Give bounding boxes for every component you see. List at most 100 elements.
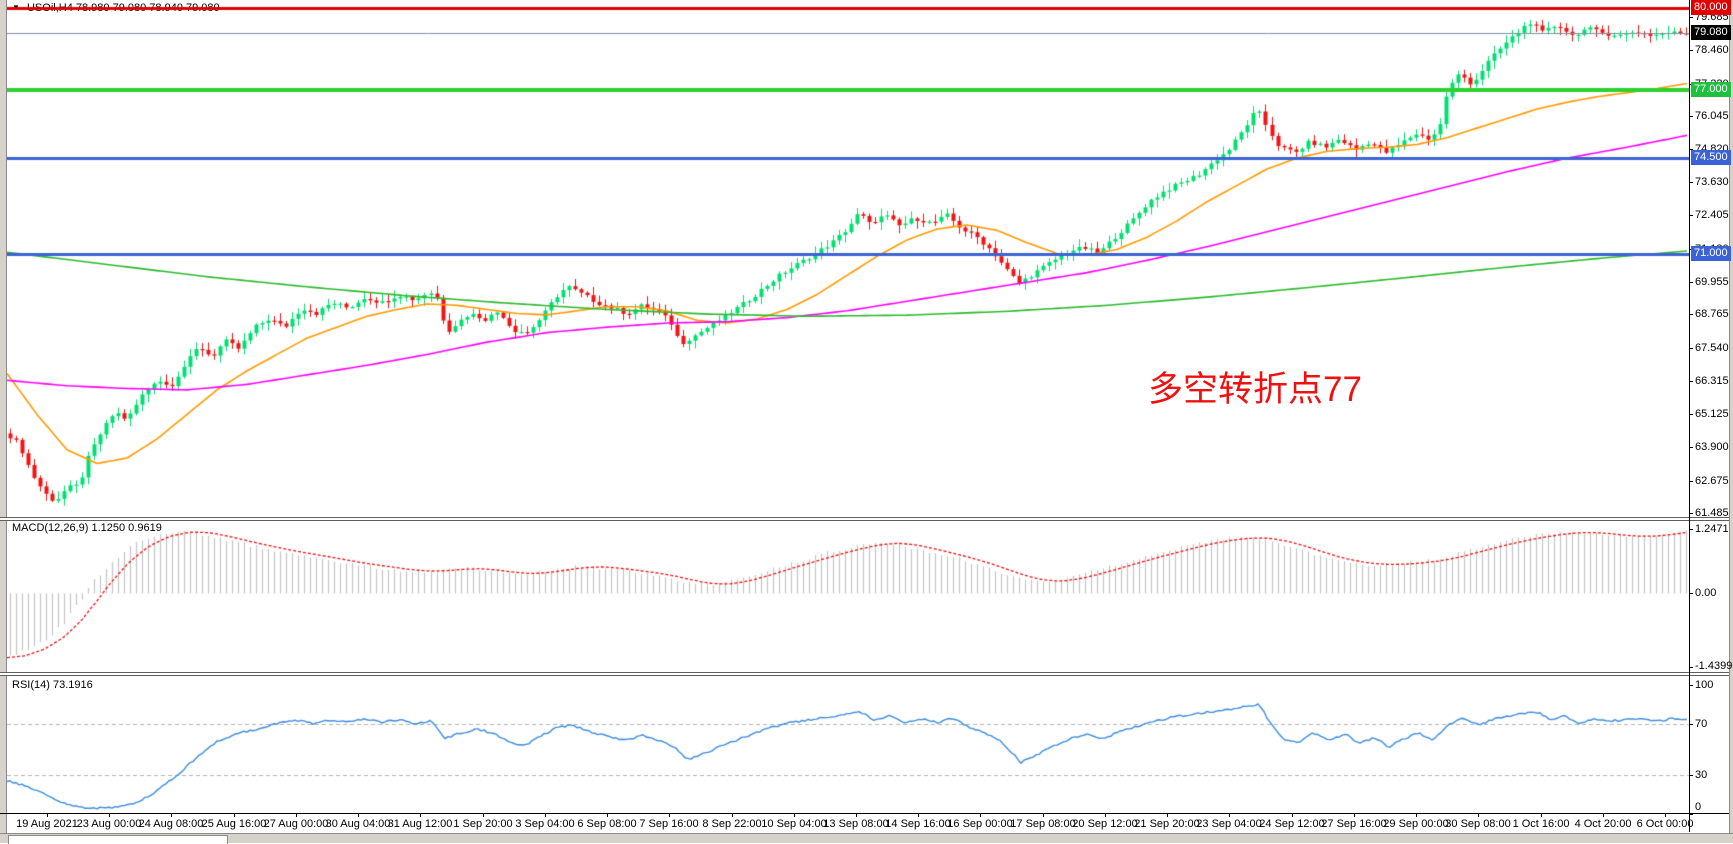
price-tick-label: 76.045 [1695, 110, 1729, 122]
price-tick-label: 74.820 [1695, 143, 1729, 155]
price-badge: 79.080 [1691, 25, 1731, 40]
chart-window-tab[interactable] [8, 835, 228, 844]
price-badge: 71.000 [1691, 246, 1731, 261]
time-axis-tick [1105, 814, 1106, 817]
axis-tick [1689, 775, 1693, 776]
axis-tick [1689, 414, 1693, 415]
panel-splitter-main-macd[interactable] [0, 517, 1729, 521]
axis-tick [1689, 381, 1693, 382]
time-axis-label: 21 Sep 20:00 [1134, 818, 1200, 830]
price-tick-label: 68.765 [1695, 308, 1729, 320]
time-axis-tick [1416, 814, 1417, 817]
time-axis-line [0, 813, 1729, 814]
axis-tick [1689, 149, 1693, 150]
time-axis-label: 16 Sep 00:00 [947, 818, 1013, 830]
macd-tick-label: 1.2471 [1695, 523, 1729, 535]
rsi-tick-label: 70 [1695, 718, 1708, 730]
time-axis-label: 14 Sep 16:00 [885, 818, 951, 830]
price-tick-label: 63.900 [1695, 441, 1729, 453]
time-axis-tick [483, 814, 484, 817]
time-axis-tick [607, 814, 608, 817]
price-tick-label: 78.460 [1695, 44, 1729, 56]
axis-tick [1689, 249, 1693, 250]
axis-tick [1689, 685, 1693, 686]
price-tick-label: 65.125 [1695, 408, 1729, 420]
macd-tick-label: -1.4399 [1695, 660, 1733, 672]
axis-tick [1689, 667, 1693, 668]
time-axis-tick [296, 814, 297, 817]
time-axis-label: 13 Sep 08:00 [823, 818, 889, 830]
time-axis-tick [1665, 814, 1666, 817]
axis-tick [1689, 314, 1693, 315]
panel-splitter-macd-rsi[interactable] [0, 672, 1729, 676]
time-axis-tick [420, 814, 421, 817]
rsi-indicator-label: RSI(14) 73.1916 [12, 679, 93, 691]
axis-tick [1689, 724, 1693, 725]
window-right-scroll-strip [1729, 0, 1733, 843]
main-chart-canvas[interactable] [7, 0, 1689, 517]
time-axis-tick [358, 814, 359, 817]
rsi-tick-label: 100 [1695, 679, 1714, 691]
time-axis-label: 3 Sep 04:00 [515, 818, 575, 830]
price-tick-label: 71.180 [1695, 243, 1729, 255]
rsi-tick-label: 0 [1695, 801, 1702, 813]
time-axis-label: 31 Aug 12:00 [387, 818, 453, 830]
axis-tick [1689, 215, 1693, 216]
price-tick-label: 61.485 [1695, 507, 1729, 519]
axis-tick [1689, 529, 1693, 530]
time-axis-label: 30 Aug 04:00 [325, 818, 391, 830]
time-axis-tick [1043, 814, 1044, 817]
time-axis-tick [234, 814, 235, 817]
price-axis[interactable]: 79.685 78.460 77.220 76.045 74.820 73.630 72.4… [1689, 0, 1731, 519]
time-axis-tick [1229, 814, 1230, 817]
time-axis-tick [171, 814, 172, 817]
time-axis-label: 25 Aug 16:00 [201, 818, 267, 830]
price-axis-line [1689, 0, 1690, 832]
time-axis[interactable]: 19 Aug 2021 23 Aug 00:00 24 Aug 08:00 25 Au… [7, 814, 1693, 833]
time-axis-tick [1541, 814, 1542, 817]
price-tick-label: 66.315 [1695, 375, 1729, 387]
time-axis-tick [732, 814, 733, 817]
time-axis-tick [47, 814, 48, 817]
time-axis-label: 27 Sep 16:00 [1321, 818, 1387, 830]
time-axis-label: 1 Sep 20:00 [453, 818, 513, 830]
axis-tick [1689, 282, 1693, 283]
price-tick-label: 79.685 [1695, 11, 1729, 23]
time-axis-label: 24 Aug 08:00 [138, 818, 204, 830]
axis-tick [1689, 182, 1693, 183]
axis-tick [1689, 348, 1693, 349]
axis-tick [1689, 447, 1693, 448]
macd-tick-label: 0.00 [1695, 587, 1717, 599]
time-axis-label: 23 Sep 04:00 [1196, 818, 1262, 830]
axis-tick [1689, 593, 1693, 594]
axis-tick [1689, 50, 1693, 51]
time-axis-label: 1 Oct 16:00 [1512, 818, 1570, 830]
time-axis-label: 6 Oct 00:00 [1636, 818, 1694, 830]
window-bottom-bar [0, 833, 1733, 844]
price-tick-label: 73.630 [1695, 176, 1729, 188]
time-axis-tick [918, 814, 919, 817]
rsi-axis[interactable]: 100 70 30 0 [1689, 676, 1729, 815]
macd-indicator-label: MACD(12,26,9) 1.1250 0.9619 [12, 522, 162, 534]
time-axis-label: 29 Sep 00:00 [1383, 818, 1449, 830]
time-axis-label: 27 Aug 00:00 [263, 818, 329, 830]
time-axis-tick [1603, 814, 1604, 817]
time-axis-label: 19 Aug 2021 [16, 818, 78, 830]
time-axis-label: 7 Sep 16:00 [639, 818, 699, 830]
time-axis-label: 30 Sep 08:00 [1445, 818, 1511, 830]
time-axis-label: 17 Sep 08:00 [1010, 818, 1076, 830]
time-axis-tick [669, 814, 670, 817]
rsi-panel-canvas[interactable] [7, 676, 1689, 813]
rsi-tick-label: 30 [1695, 769, 1708, 781]
time-axis-label: 20 Sep 12:00 [1072, 818, 1138, 830]
time-axis-label: 4 Oct 20:00 [1574, 818, 1632, 830]
time-axis-label: 23 Aug 00:00 [76, 818, 142, 830]
macd-panel-canvas[interactable] [7, 521, 1689, 672]
time-axis-label: 6 Sep 08:00 [577, 818, 637, 830]
macd-axis[interactable]: 1.2471 0.00 -1.4399 [1689, 521, 1733, 672]
price-badge: 74.500 [1691, 150, 1731, 165]
time-axis-tick [545, 814, 546, 817]
text-annotation-object[interactable]: 多空转折点77 [1148, 370, 1362, 409]
price-tick-label: 77.220 [1695, 78, 1729, 90]
